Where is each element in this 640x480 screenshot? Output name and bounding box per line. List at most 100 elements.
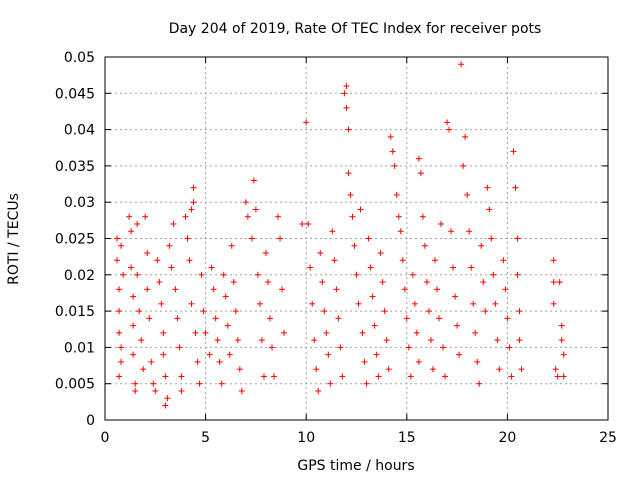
- data-point: [281, 329, 288, 336]
- data-point: [252, 206, 259, 213]
- data-point: [433, 286, 440, 293]
- data-point: [560, 373, 567, 380]
- data-point: [452, 293, 459, 300]
- data-point: [160, 329, 167, 336]
- data-point: [230, 279, 237, 286]
- data-point: [438, 220, 445, 227]
- data-point: [379, 279, 386, 286]
- y-tick-label: 0.045: [55, 86, 95, 102]
- data-point: [194, 358, 201, 365]
- data-point: [407, 373, 414, 380]
- data-point: [444, 119, 451, 126]
- data-point: [260, 373, 267, 380]
- data-point: [307, 264, 314, 271]
- data-point: [166, 242, 173, 249]
- data-point: [413, 329, 420, 336]
- data-point: [138, 337, 145, 344]
- data-point: [210, 286, 217, 293]
- data-point: [156, 279, 163, 286]
- chart-title: Day 204 of 2019, Rate Of TEC Index for r…: [169, 21, 542, 37]
- data-point: [128, 264, 135, 271]
- data-point: [299, 220, 306, 227]
- data-point: [464, 191, 471, 198]
- data-point: [389, 148, 396, 155]
- y-tick-label: 0.035: [55, 159, 95, 175]
- data-point: [417, 170, 424, 177]
- data-point: [234, 337, 241, 344]
- y-tick-label: 0.02: [64, 268, 95, 284]
- data-point: [172, 286, 179, 293]
- data-point: [480, 279, 487, 286]
- y-tick-label: 0.015: [55, 304, 95, 320]
- data-point: [512, 184, 519, 191]
- grid-layer: [105, 57, 608, 420]
- data-point: [462, 133, 469, 140]
- data-point: [170, 220, 177, 227]
- data-point: [279, 286, 286, 293]
- data-point: [190, 199, 197, 206]
- data-point: [214, 337, 221, 344]
- data-point: [242, 199, 249, 206]
- x-tick-label: 15: [398, 430, 416, 446]
- data-point: [114, 235, 121, 242]
- data-point: [478, 242, 485, 249]
- data-point: [466, 228, 473, 235]
- y-tick-label: 0.05: [64, 50, 95, 66]
- data-point: [132, 387, 139, 394]
- data-point: [132, 380, 139, 387]
- data-point: [387, 133, 394, 140]
- data-point: [508, 373, 515, 380]
- data-point: [425, 308, 432, 315]
- data-point: [514, 271, 521, 278]
- x-tick-label: 5: [201, 430, 210, 446]
- data-point: [347, 191, 354, 198]
- data-point: [502, 286, 509, 293]
- data-point: [558, 337, 565, 344]
- data-point: [558, 322, 565, 329]
- data-point: [353, 271, 360, 278]
- data-point: [359, 329, 366, 336]
- x-tick-label: 20: [498, 430, 516, 446]
- data-point: [500, 257, 507, 264]
- x-tick-label: 25: [599, 430, 617, 446]
- data-point: [226, 351, 233, 358]
- data-point: [264, 279, 271, 286]
- data-point: [178, 373, 185, 380]
- data-point: [218, 380, 225, 387]
- data-point: [262, 250, 269, 257]
- data-point: [427, 337, 434, 344]
- data-point: [550, 257, 557, 264]
- data-point: [454, 322, 461, 329]
- data-point: [202, 329, 209, 336]
- data-point: [383, 337, 390, 344]
- data-point: [381, 308, 388, 315]
- points-layer: [114, 61, 567, 409]
- data-point: [258, 337, 265, 344]
- data-point: [446, 126, 453, 133]
- data-point: [319, 279, 326, 286]
- data-point: [325, 351, 332, 358]
- data-point: [134, 271, 141, 278]
- data-point: [144, 250, 151, 257]
- data-point: [482, 308, 489, 315]
- data-point: [130, 351, 137, 358]
- data-point: [415, 155, 422, 162]
- data-point: [363, 380, 370, 387]
- data-point: [484, 184, 491, 191]
- data-point: [550, 300, 557, 307]
- data-point: [271, 373, 278, 380]
- data-point: [399, 257, 406, 264]
- data-point: [154, 257, 161, 264]
- data-point: [458, 61, 465, 68]
- data-point: [403, 315, 410, 322]
- data-point: [315, 387, 322, 394]
- data-point: [345, 170, 352, 177]
- data-point: [232, 308, 239, 315]
- data-point: [460, 162, 467, 169]
- data-point: [472, 329, 479, 336]
- data-point: [367, 264, 374, 271]
- x-tick-label: 10: [297, 430, 315, 446]
- plot-frame: [104, 56, 609, 421]
- data-point: [556, 279, 563, 286]
- data-point: [142, 213, 149, 220]
